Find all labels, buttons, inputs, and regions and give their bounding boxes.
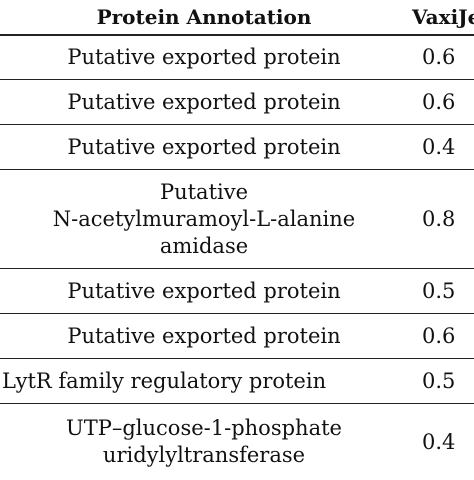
score-cell: 0.4 [422, 134, 456, 159]
header-protein-annotation: Protein Annotation [96, 4, 312, 29]
annotation-cell: Putative exported protein [67, 44, 341, 69]
annotation-cell: UTP–glucose-1-phosphate uridylyltransfer… [66, 416, 342, 467]
table-row: Putative exported protein 0.4 [0, 125, 474, 170]
table-row: UTP–glucose-1-phosphate uridylyltransfer… [0, 404, 474, 480]
score-cell: 0.6 [422, 323, 456, 348]
annotation-cell: Putative exported protein [67, 134, 341, 159]
table-row: Putative exported protein 0.6 [0, 80, 474, 125]
table-row: Putative exported protein 0.5 [0, 269, 474, 314]
score-cell: 0.6 [422, 44, 456, 69]
score-cell: 0.6 [422, 89, 456, 114]
header-vaxijen: VaxiJen [412, 4, 474, 29]
annotation-cell: Putative exported protein [67, 323, 341, 348]
table-row: LytR family regulatory protein 0.5 [0, 359, 474, 404]
annotation-cell: LytR family regulatory protein [2, 368, 327, 393]
score-cell: 0.4 [422, 429, 456, 454]
table-header-row: Protein Annotation VaxiJen [0, 0, 474, 36]
annotation-cell: Putative exported protein [67, 89, 341, 114]
table-row: Putative exported protein 0.6 [0, 35, 474, 80]
score-cell: 0.8 [422, 206, 456, 231]
annotation-cell: Putative N-acetylmuramoyl-L-alanine amid… [52, 179, 356, 258]
table-row: Putative exported protein 0.6 [0, 314, 474, 359]
table-row: Putative N-acetylmuramoyl-L-alanine amid… [0, 170, 474, 269]
score-cell: 0.5 [422, 368, 456, 393]
annotation-cell: Putative exported protein [67, 278, 341, 303]
score-cell: 0.5 [422, 278, 456, 303]
